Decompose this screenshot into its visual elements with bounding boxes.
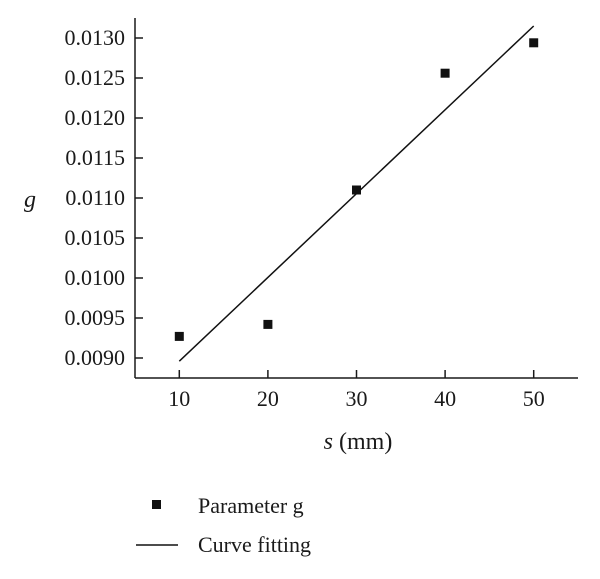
x-tick-label: 30 — [346, 386, 368, 411]
y-tick-label: 0.0125 — [65, 65, 126, 90]
data-point — [440, 68, 450, 78]
data-point — [263, 319, 273, 329]
plot-area — [174, 25, 539, 362]
legend-marker-parameter-g — [152, 500, 161, 509]
data-point — [174, 331, 184, 341]
data-point — [352, 185, 361, 195]
data-point — [529, 38, 539, 48]
y-tick-label: 0.0120 — [65, 105, 126, 130]
x-tick-label: 50 — [523, 386, 545, 411]
y-axis-title: g — [24, 187, 36, 213]
x-axis-title: s (mm) — [324, 429, 393, 455]
x-tick-label: 10 — [168, 386, 190, 411]
x-axis-title-symbol: s — [324, 429, 333, 455]
x-tick-label: 20 — [257, 386, 279, 411]
y-ticks: 0.0090 0.0095 0.0100 0.0105 0.0110 0.0115 0.01… — [65, 25, 143, 370]
y-tick-label: 0.0130 — [65, 25, 126, 50]
y-tick-label: 0.0110 — [65, 185, 125, 210]
x-ticks: 10 20 30 40 50 — [168, 370, 545, 411]
x-axis-title-unit: (mm) — [333, 429, 392, 455]
y-tick-label: 0.0090 — [65, 345, 126, 370]
x-tick-label: 40 — [434, 386, 456, 411]
y-tick-label: 0.0100 — [65, 265, 126, 290]
y-tick-label: 0.0115 — [65, 145, 125, 170]
y-tick-label: 0.0105 — [65, 225, 126, 250]
legend-label-parameter-g: Parameter g — [198, 493, 304, 518]
y-tick-label: 0.0095 — [65, 305, 126, 330]
legend-label-curve-fitting: Curve fitting — [198, 532, 311, 557]
legend: Parameter g Curve fitting — [136, 493, 311, 557]
